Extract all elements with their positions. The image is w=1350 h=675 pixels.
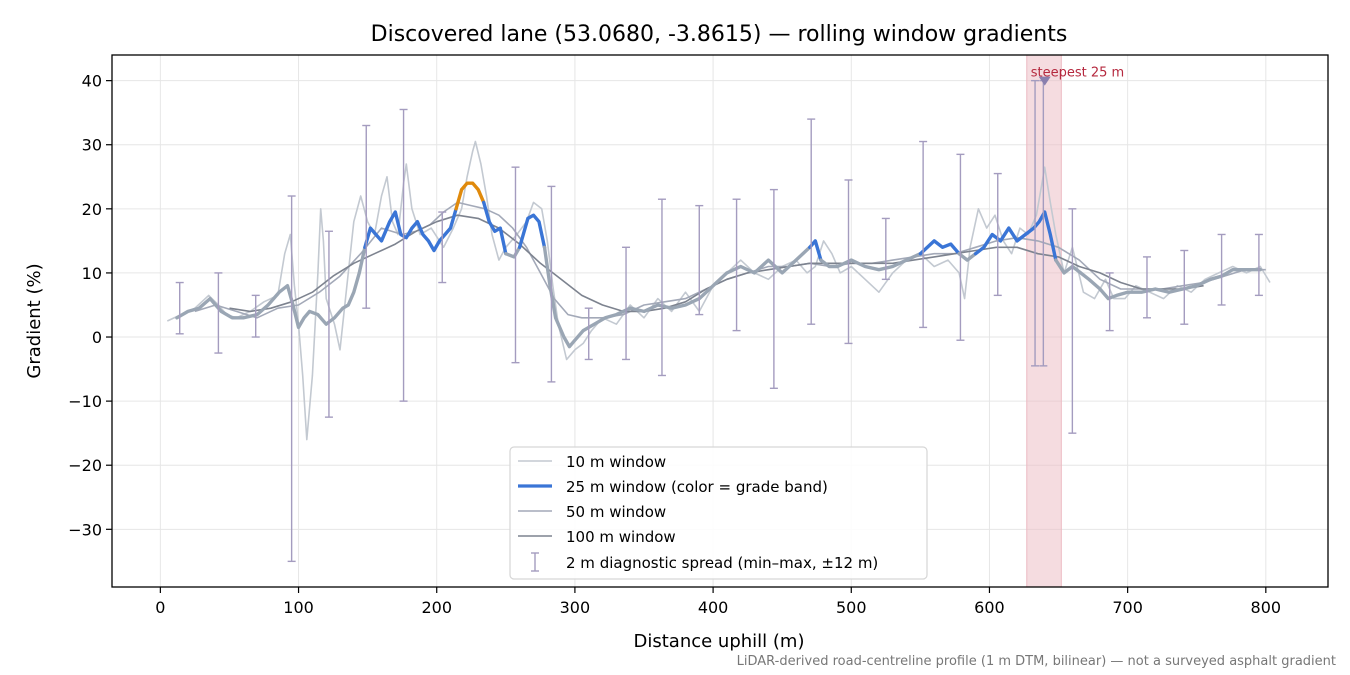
series-line-25-m-window [973,210,1058,262]
x-tick-label: 200 [421,598,452,617]
errorbar [769,188,778,390]
errorbar [438,211,447,284]
y-tick-label: −30 [68,520,102,539]
series-line-25-m-window [454,181,486,211]
legend-label-errorbar: 2 m diagnostic spread (min–max, ±12 m) [566,554,878,572]
legend-label-50m: 50 m window [566,503,666,521]
errorbar [1031,79,1040,367]
x-tick-label: 0 [155,598,165,617]
errorbar [657,198,666,377]
series-line-25-m-window [175,245,367,330]
legend: 10 m window 25 m window (color = grade b… [509,446,928,580]
steepest-marker [1038,76,1051,86]
errorbar [732,198,741,332]
x-tick-label: 300 [560,598,591,617]
errorbar [324,230,333,418]
x-tick-label: 500 [836,598,867,617]
errorbar [695,204,704,316]
series-line-25-m-window [918,239,961,256]
legend-box [509,446,928,580]
errorbar [993,172,1002,297]
errorbar [399,108,408,402]
y-tick-label: 10 [82,264,102,283]
series-line-25-m-window [482,200,508,256]
y-tick-label: −20 [68,456,102,475]
errorbar [175,281,184,335]
errorbar [1068,208,1077,434]
series-line-25-m-window [957,251,978,262]
errorbar [956,153,965,341]
errorbar [807,118,816,325]
x-tick-label: 600 [974,598,1005,617]
steepest-label: steepest 25 m [1031,66,1124,81]
errorbar [1254,233,1263,297]
errorbar [251,294,260,338]
errorbar [1217,233,1226,306]
series-line-25-m-window [819,251,923,272]
errorbar [511,166,520,364]
errorbar-group [175,79,1263,563]
errorbar [881,217,890,281]
errorbar [1105,272,1114,332]
errorbar [547,185,556,383]
series-line-25-m-window [363,207,458,253]
series-line-25-m-window [542,245,812,349]
errorbar [1142,256,1151,319]
axis-ticks: 0 100 200 300 400 500 600 700 800 −30 −20 −10 0 10 20 3… [68,72,1281,617]
chart-title: Discovered lane (53.0680, -3.8615) — rol… [371,22,1068,47]
x-tick-label: 800 [1251,598,1282,617]
errorbar [584,307,593,361]
series-line-25-m-window [504,245,522,259]
plot-frame [111,54,1329,588]
series-line-25-m-window [517,213,547,250]
legend-label-10m: 10 m window [566,453,666,471]
errorbar [1180,249,1189,325]
legend-label-25m: 25 m window (color = grade band) [566,478,828,496]
y-axis-label: Gradient (%) [24,263,45,378]
y-tick-label: 20 [82,200,102,219]
y-tick-label: 0 [92,328,102,347]
y-tick-label: −10 [68,392,102,411]
series-line-10-m-window [166,140,1271,441]
y-tick-label: 40 [82,72,102,91]
errorbar [362,124,371,309]
legend-swatch-errorbar [531,552,539,572]
errorbar [214,272,223,354]
x-tick-label: 400 [698,598,729,617]
errorbar [287,195,296,563]
footnote: LiDAR-derived road-centreline profile (1… [737,654,1336,669]
legend-label-100m: 100 m window [566,528,676,546]
x-tick-label: 100 [283,598,314,617]
x-axis-label: Distance uphill (m) [634,631,805,652]
y-tick-label: 30 [82,136,102,155]
errorbar [844,179,853,345]
errorbar [622,246,631,361]
annotation-group: steepest 25 m [1031,66,1124,86]
errorbar [919,140,928,329]
x-tick-label: 700 [1112,598,1143,617]
